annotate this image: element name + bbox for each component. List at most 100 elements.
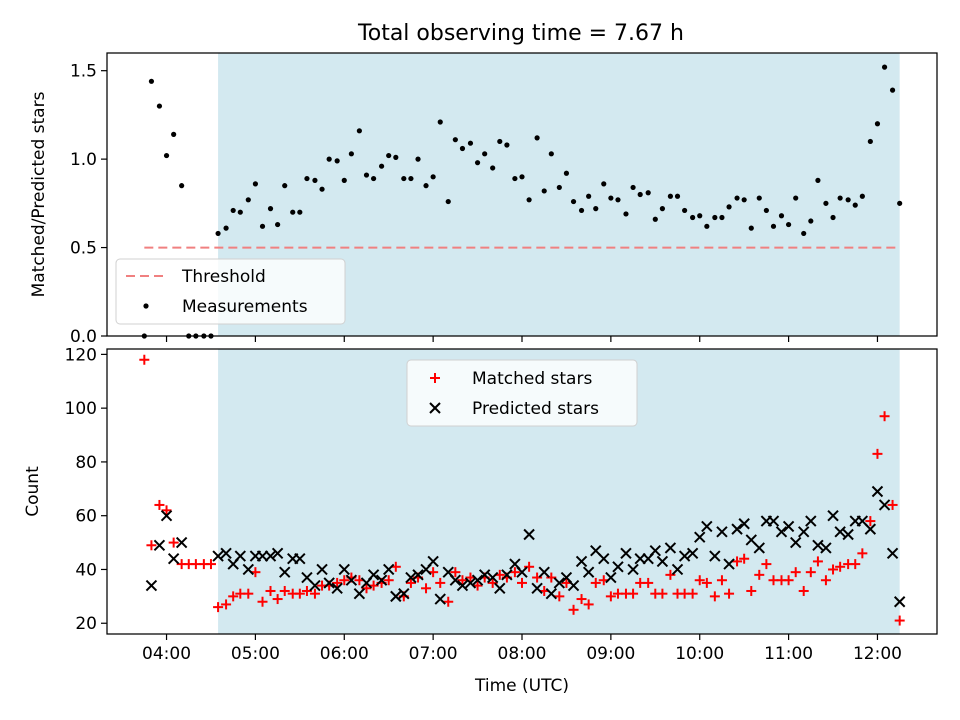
top-panel-frame [106, 52, 938, 337]
predicted-star-point [575, 555, 588, 568]
legend-measurements-swatch [143, 303, 149, 309]
legend-matched-label: Matched stars [472, 369, 592, 389]
y-axis-label-top: Matched/Predicted stars [29, 91, 49, 297]
x-axis-label: Time (UTC) [474, 676, 569, 696]
measurement-point [578, 207, 585, 214]
predicted-star-point [620, 547, 632, 560]
figure-title: Total observing time = 7.67 h [357, 21, 684, 46]
count-points [139, 354, 906, 626]
measurement-point [852, 202, 858, 208]
predicted-star-point [367, 569, 380, 581]
matched-star-point [161, 505, 172, 516]
y-tick-label-top: 0.0 [70, 327, 97, 347]
predicted-star-point [878, 499, 891, 511]
measurement-point [297, 209, 303, 215]
matched-star-point [805, 567, 816, 578]
predicted-star-point [271, 547, 284, 560]
measurement-point [148, 78, 155, 84]
measurement-point [719, 214, 725, 221]
bottom-panel: 20 40 60 80 100 120 04:00 05:00 06:00 07:00 08:00… [23, 345, 938, 696]
measurement-point [526, 197, 532, 203]
predicted-star-point [694, 531, 706, 543]
measurement-point [623, 211, 629, 217]
measurement-point [815, 177, 821, 183]
measurement-point [534, 135, 540, 141]
x-axis-ticks-top [165, 336, 879, 342]
measurement-point [778, 213, 785, 219]
measurement-point [889, 87, 896, 93]
predicted-star-point [494, 582, 506, 594]
matched-star-point [457, 575, 468, 586]
measurement-point [741, 197, 747, 203]
matched-star-point [687, 588, 698, 599]
y-tick-label-bottom: 120 [65, 345, 97, 365]
measurement-point [482, 151, 488, 157]
measurement-point [881, 64, 888, 70]
matched-star-point [568, 604, 579, 615]
measurement-point [541, 188, 547, 194]
matched-star-point [828, 564, 839, 575]
measurement-point [697, 213, 703, 219]
measurement-point [630, 184, 636, 191]
measurement-point [304, 175, 310, 182]
matched-star-point [746, 585, 757, 596]
measurement-point [179, 183, 185, 189]
predicted-star-point [212, 550, 224, 562]
y-axis-ticks-bottom: 20 40 60 80 100 120 [65, 345, 107, 634]
matched-star-point [443, 596, 454, 607]
matched-star-point [332, 577, 343, 588]
predicted-star-point [456, 579, 469, 592]
measurement-point [548, 151, 554, 157]
matched-star-point [872, 448, 883, 459]
matched-star-point [812, 556, 823, 567]
matched-star-point [694, 575, 705, 586]
matched-star-point [228, 591, 239, 602]
matched-star-point [583, 599, 594, 610]
measurement-point [556, 184, 562, 191]
predicted-star-point [471, 574, 484, 586]
matched-star-point [554, 591, 565, 602]
matched-star-point [790, 567, 801, 578]
measurement-point [593, 206, 599, 212]
matched-star-point [657, 588, 668, 599]
predicted-star-point [478, 569, 491, 581]
matched-star-point [517, 577, 527, 588]
predicted-star-point [412, 569, 424, 581]
predicted-star-point [723, 558, 735, 570]
y-tick-label-top: 1.0 [70, 150, 97, 170]
matched-star-point [761, 559, 772, 570]
matched-star-point [605, 591, 616, 602]
measurement-point [370, 175, 377, 182]
measurement-point [801, 230, 807, 237]
measurement-point [874, 121, 881, 127]
measurement-point [830, 214, 836, 221]
measurement-point [897, 200, 903, 206]
measurement-point [615, 197, 621, 203]
predicted-star-point [345, 574, 358, 586]
predicted-star-point [464, 577, 477, 589]
measurement-point [563, 170, 570, 176]
measurement-point [282, 183, 288, 189]
legend-top-box [115, 258, 346, 325]
y-tick-label-bottom: 60 [75, 507, 97, 527]
predicted-star-point [842, 528, 854, 541]
predicted-star-point [686, 547, 699, 560]
measurement-point [770, 223, 777, 229]
y-axis-label-bottom: Count [23, 466, 43, 517]
matched-star-point [383, 575, 394, 586]
measurement-point [637, 191, 643, 198]
measurement-point [512, 175, 518, 182]
measurement-point [341, 177, 347, 183]
matched-star-point [590, 577, 601, 588]
x-tick-label: 11:00 [764, 644, 813, 664]
measurement-point [497, 138, 503, 145]
top-panel: 0.0 0.5 1.0 1.5 Matched/Predicted stars Thr… [29, 52, 938, 347]
predicted-star-point [331, 582, 343, 594]
matched-star-point [309, 588, 320, 599]
predicted-star-point [353, 587, 366, 600]
matched-star-point [643, 577, 654, 588]
matched-star-point [732, 556, 743, 567]
predicted-star-point [279, 566, 291, 578]
measurement-points [141, 64, 903, 339]
